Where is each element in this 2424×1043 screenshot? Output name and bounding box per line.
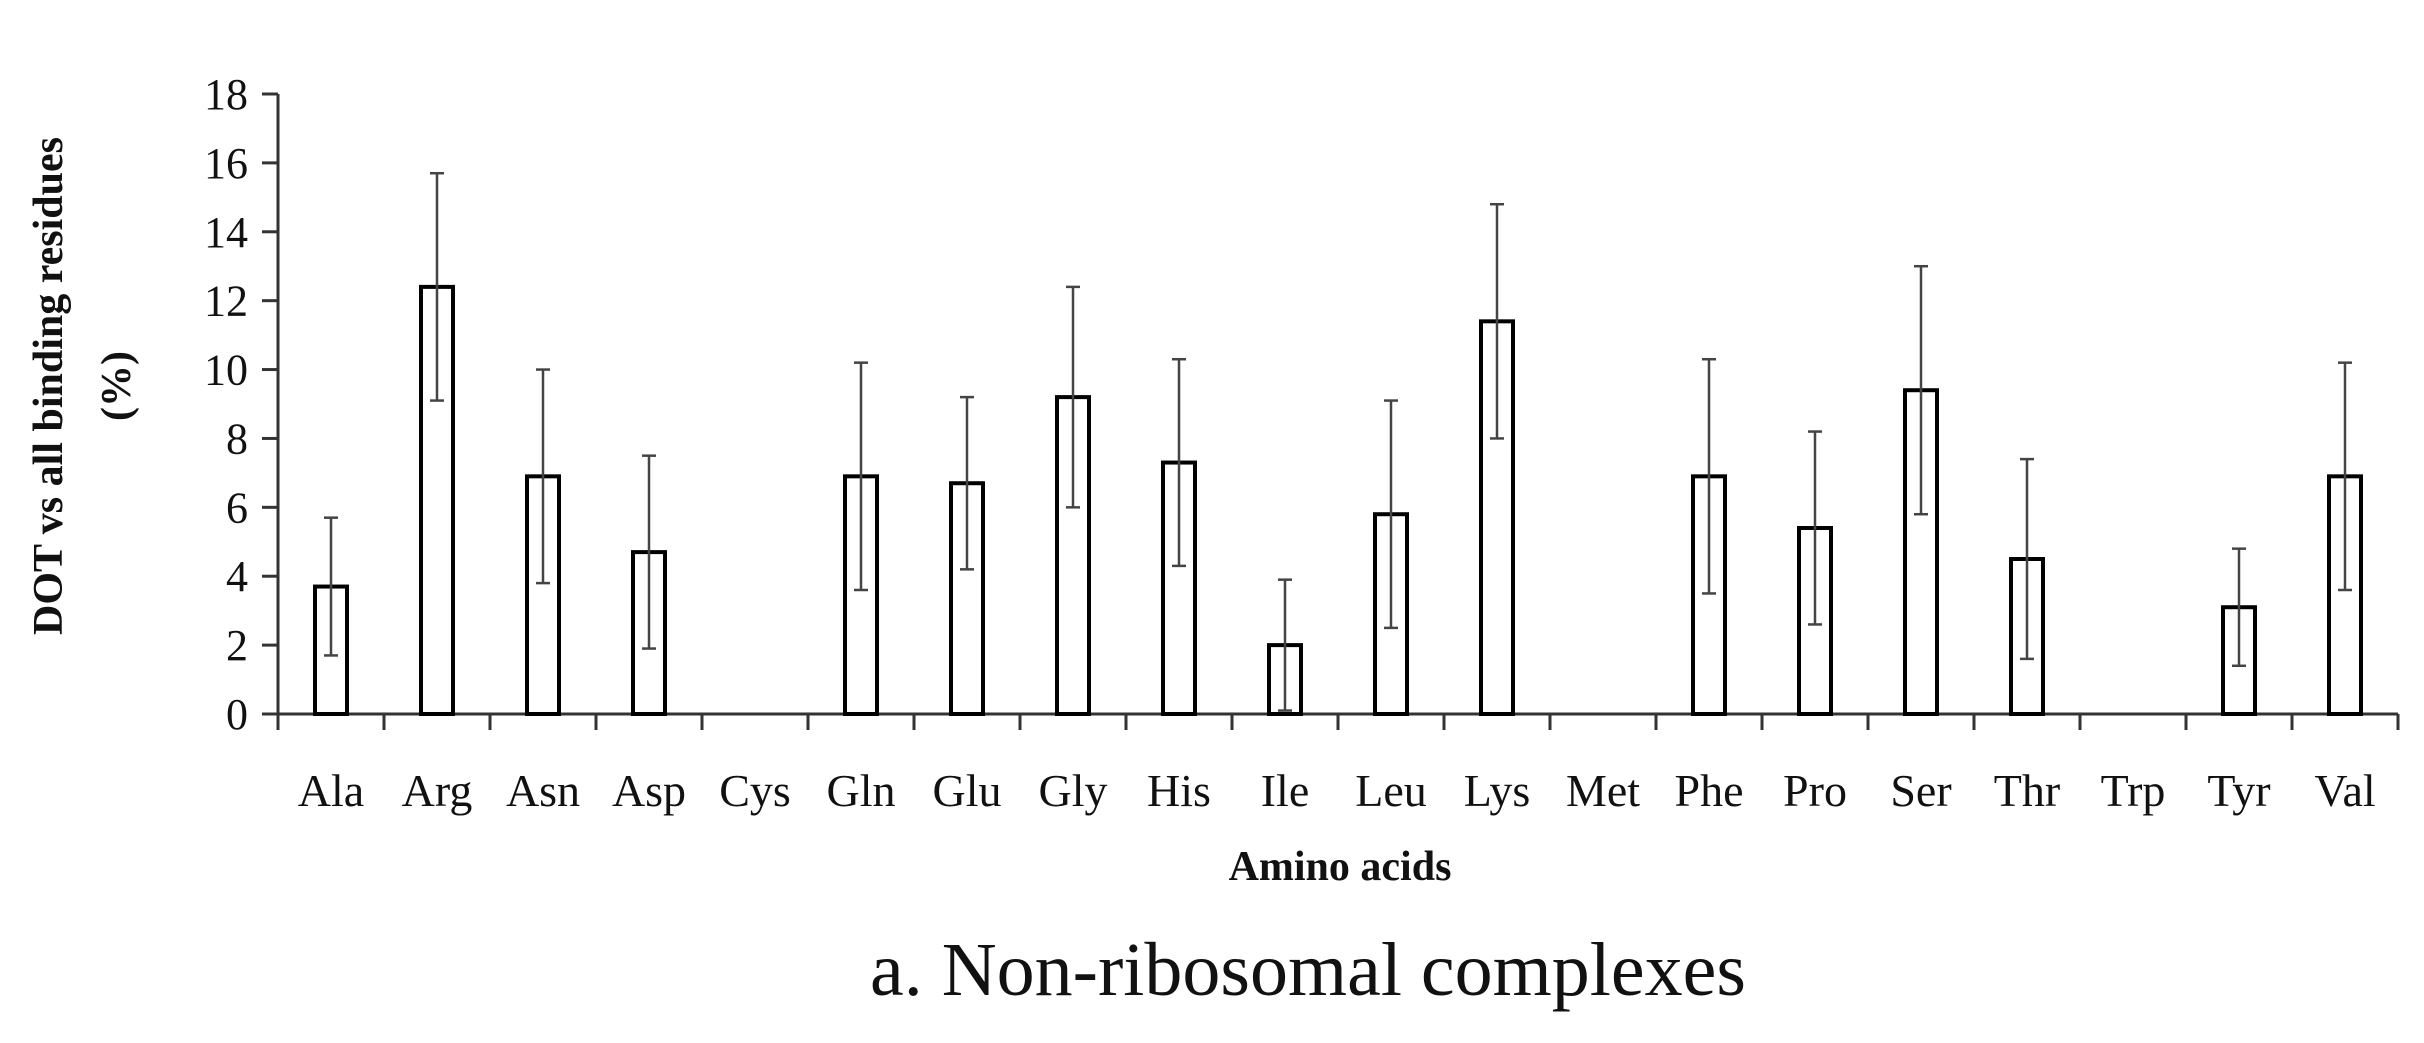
- error-bar-asn: [536, 368, 550, 585]
- error-bar-ile: [1278, 578, 1292, 712]
- bars: [313, 284, 2363, 717]
- y-tick-label: 12: [204, 277, 248, 326]
- x-tick-label-asn: Asn: [506, 765, 580, 816]
- category-labels: Ala Arg Asn Asp Cys Gln Glu Gly His Ile Leu Lys Met P…: [298, 765, 2376, 816]
- y-tick-label: 16: [204, 139, 248, 188]
- error-bar-asp: [642, 454, 656, 650]
- y-tick-label: 14: [204, 208, 248, 257]
- x-tick-label-glu: Glu: [933, 765, 1002, 816]
- x-tick-label-asp: Asp: [612, 765, 686, 816]
- error-bar-phe: [1702, 357, 1716, 595]
- x-tick-label-cys: Cys: [719, 765, 791, 816]
- error-bar-glu: [960, 395, 974, 571]
- y-tick-label: 2: [226, 621, 248, 670]
- error-bar-leu: [1384, 399, 1398, 630]
- y-tick-label: 4: [226, 552, 248, 601]
- x-tick-label-leu: Leu: [1355, 765, 1427, 816]
- x-tick-label-his: His: [1147, 765, 1211, 816]
- x-tick-label-lys: Lys: [1464, 765, 1530, 816]
- error-bar-arg: [430, 171, 444, 402]
- y-tick-label: 8: [226, 414, 248, 463]
- y-tick-label: 0: [226, 690, 248, 739]
- x-tick-label-ala: Ala: [298, 765, 364, 816]
- error-bar-tyr: [2232, 547, 2246, 668]
- error-bar-gln: [854, 361, 868, 592]
- error-bar-val: [2338, 361, 2352, 592]
- error-bar-ser: [1914, 264, 1928, 516]
- x-tick-label-pro: Pro: [1783, 765, 1847, 816]
- y-axis: 0 2 4 6 8 10 12 14 16 18: [204, 70, 280, 739]
- x-axis-title: Amino acids: [1229, 844, 1452, 890]
- x-tick-label-tyr: Tyr: [2207, 765, 2270, 816]
- error-bar-pro: [1808, 430, 1822, 626]
- x-tick-label-arg: Arg: [402, 765, 473, 816]
- y-axis-title-line2: (%): [94, 351, 140, 421]
- error-bar-gly: [1066, 285, 1080, 509]
- error-bar-lys: [1490, 202, 1504, 440]
- error-bar-ala: [324, 516, 338, 657]
- x-tick-label-phe: Phe: [1675, 765, 1744, 816]
- x-tick-label-thr: Thr: [1994, 765, 2060, 816]
- y-tick-label: 18: [204, 70, 248, 119]
- y-tick-label: 10: [204, 346, 248, 395]
- x-tick-label-ile: Ile: [1261, 765, 1310, 816]
- x-tick-label-ser: Ser: [1890, 765, 1951, 816]
- x-axis: [276, 712, 2400, 730]
- x-tick-label-val: Val: [2314, 765, 2375, 816]
- x-tick-label-gly: Gly: [1039, 765, 1108, 816]
- y-axis-title-line1: DOT vs all binding residues: [26, 137, 72, 635]
- error-bar-his: [1172, 357, 1186, 568]
- x-tick-label-met: Met: [1566, 765, 1640, 816]
- x-tick-label-gln: Gln: [827, 765, 896, 816]
- error-bars: [324, 171, 2352, 712]
- error-bar-thr: [2020, 457, 2034, 661]
- figure-caption: a. Non-ribosomal complexes: [870, 928, 1746, 1012]
- x-tick-label-trp: Trp: [2101, 765, 2166, 816]
- y-tick-label: 6: [226, 483, 248, 532]
